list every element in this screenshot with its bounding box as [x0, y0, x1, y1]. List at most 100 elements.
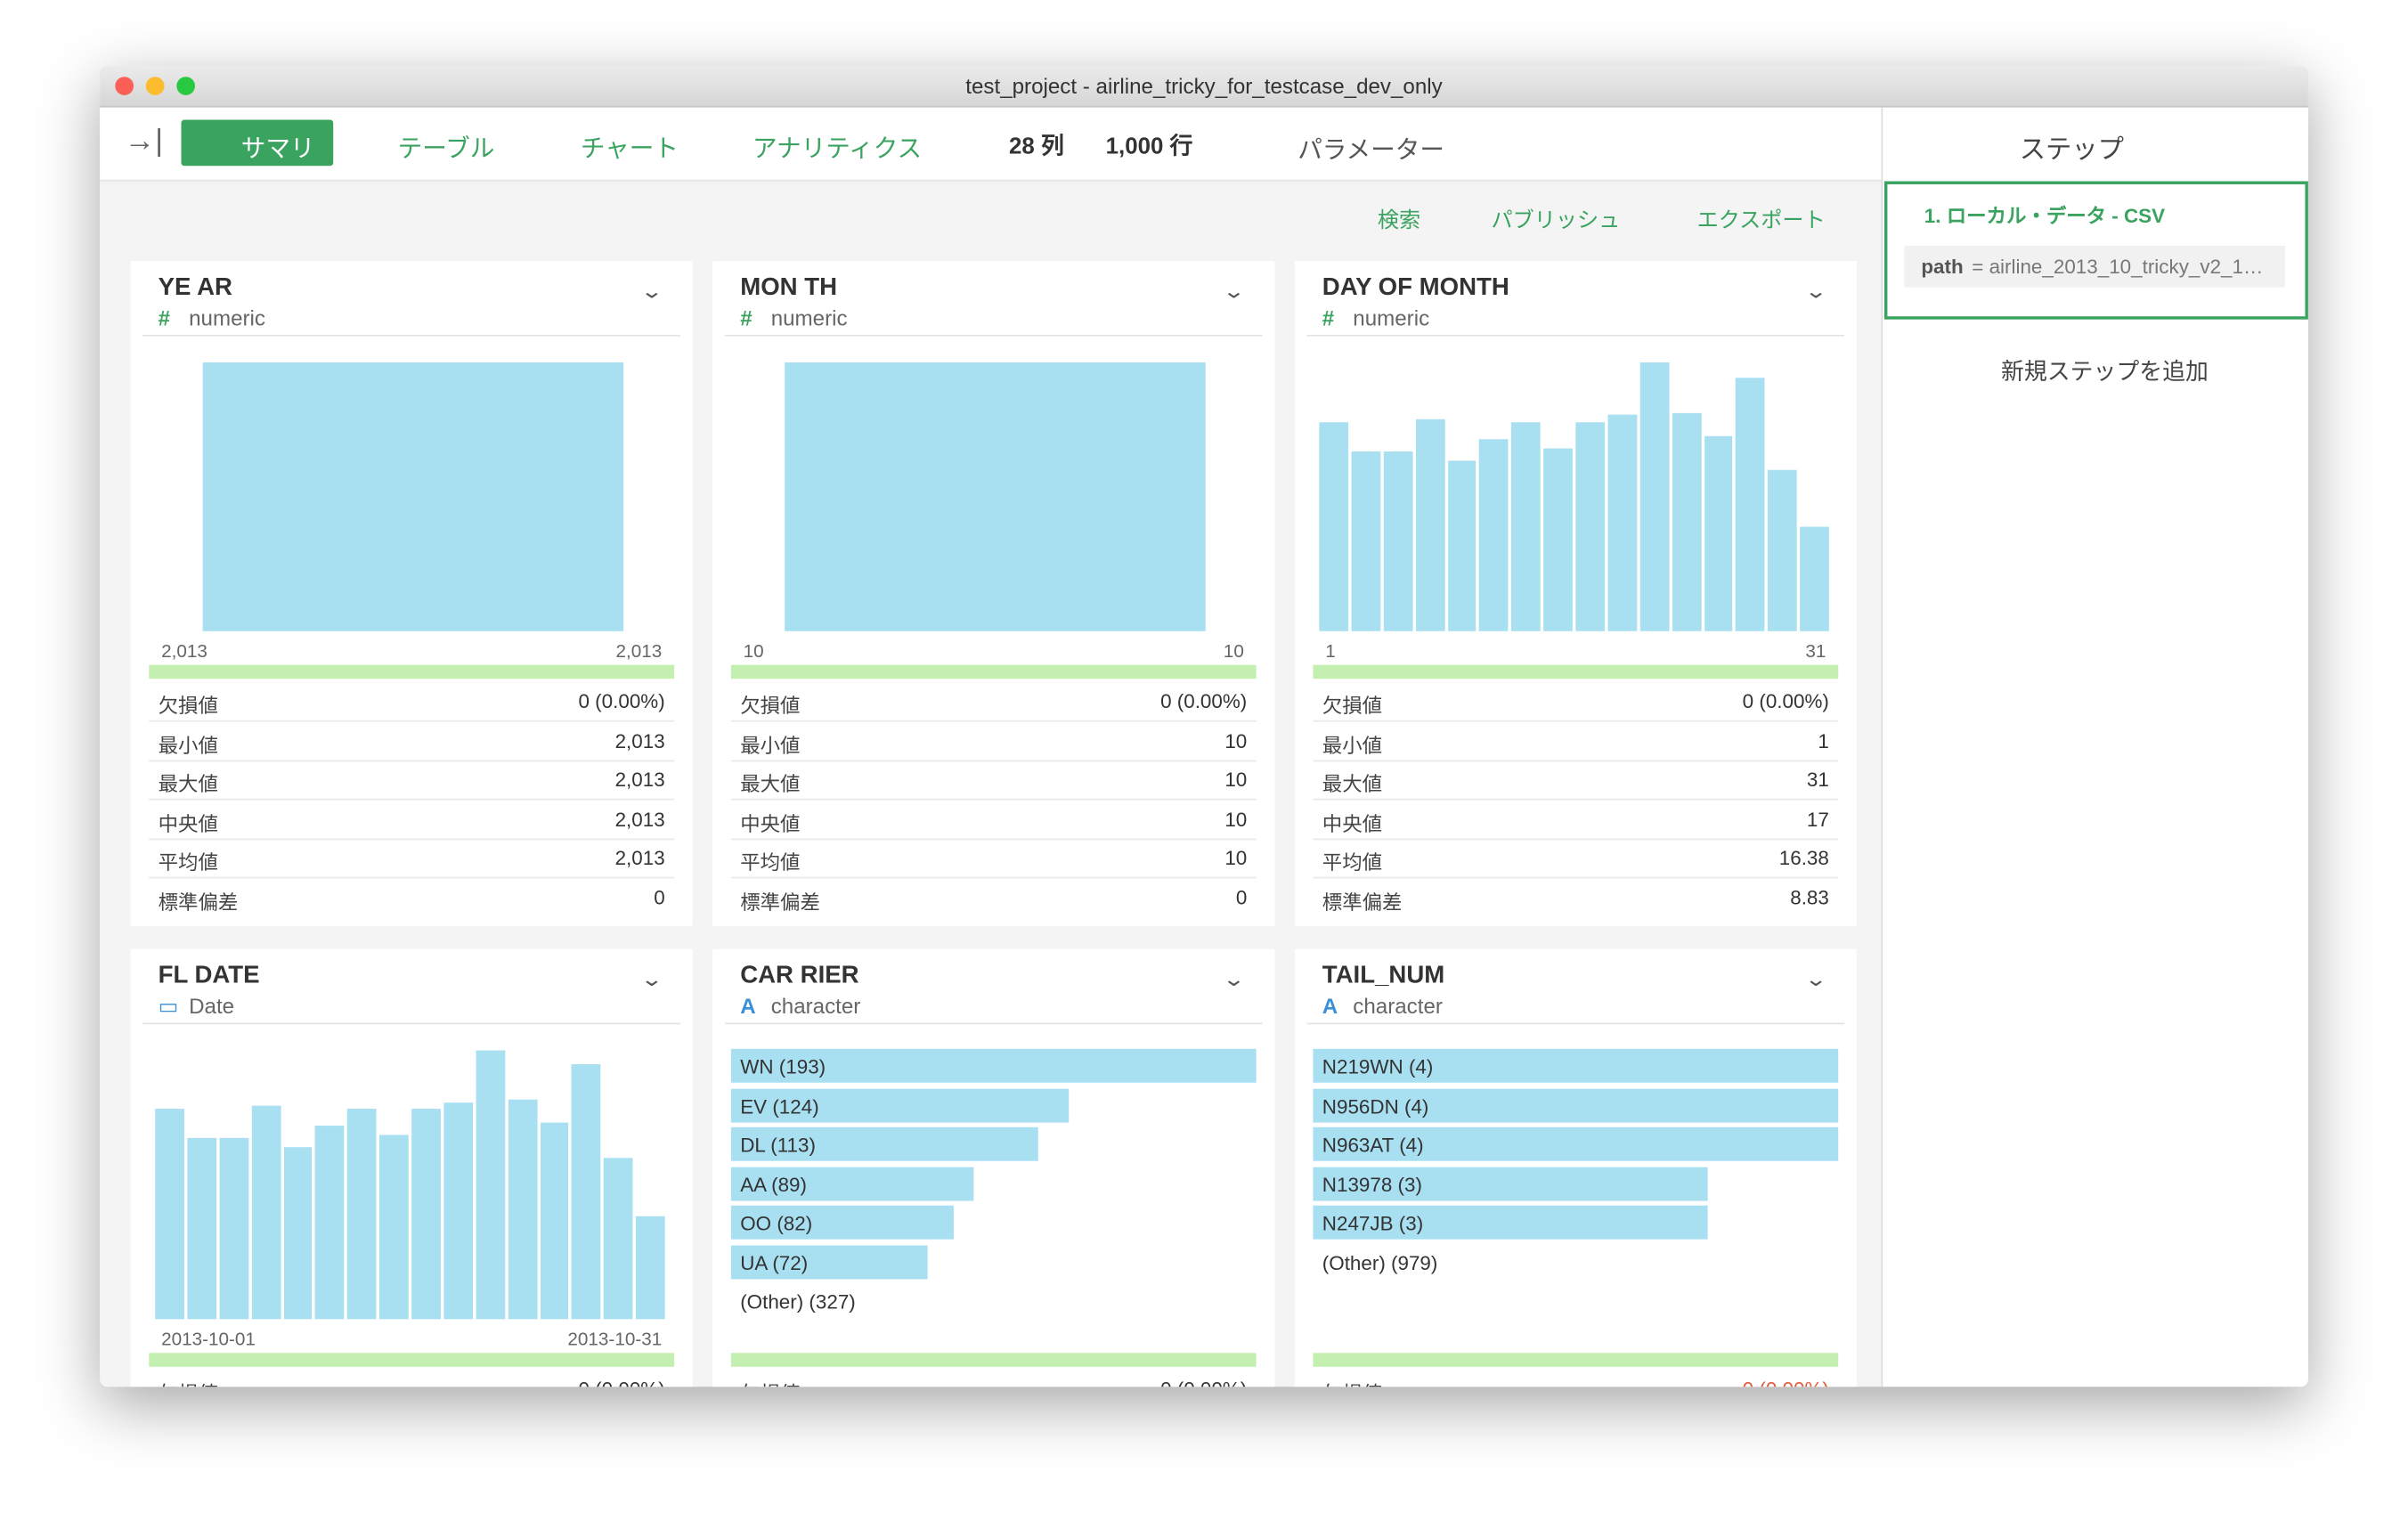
stat-value: 0 (0.00%) [1602, 1378, 1829, 1387]
stat-value: 16.38 [1778, 846, 1829, 870]
card-name: DAY OF MONTH [1322, 274, 1509, 302]
add-step[interactable]: 新規ステップを追加 [2001, 359, 2209, 386]
step-param [1904, 245, 2286, 288]
histogram-bar [202, 362, 624, 631]
top-value-label: DL (113) [740, 1133, 816, 1157]
histogram-bar [636, 1216, 665, 1320]
top-value-label: N219WN (4) [1322, 1054, 1434, 1078]
axis-min: 10 [743, 640, 764, 663]
histogram-bar [1447, 460, 1477, 631]
parameters[interactable]: パラメーター [1298, 138, 1444, 165]
top-value-bar [730, 1048, 1257, 1083]
dropdown[interactable]: ⌄ [639, 279, 664, 303]
top-value-bar [730, 1205, 955, 1240]
top-value-bar [730, 1087, 1069, 1122]
top-value-bar [730, 1127, 1039, 1161]
histogram-bar [1319, 422, 1348, 631]
histogram-bar [219, 1138, 248, 1320]
histogram-bar [1800, 526, 1829, 631]
minimize[interactable] [145, 77, 165, 95]
stat-label: 最大値 [1322, 772, 1383, 796]
histogram-bar [1479, 439, 1509, 631]
stat-label: 欠損値 [158, 694, 218, 718]
stat-divider [149, 876, 675, 879]
close[interactable] [115, 77, 134, 95]
stat-value: 2,013 [614, 728, 665, 752]
top-value-label: N956DN (4) [1322, 1094, 1429, 1118]
completeness-bar [730, 664, 1257, 679]
stat-label: 欠損値 [159, 1378, 218, 1387]
dropdown[interactable]: ⌄ [1222, 279, 1246, 303]
stat-label: 最小値 [1322, 733, 1383, 757]
stat-value: 17 [1806, 807, 1829, 831]
maximize[interactable] [176, 77, 196, 95]
step-name[interactable]: 1. ローカル・データ - CSV [1924, 204, 2166, 228]
axis-max: 2013-10-31 [567, 1328, 663, 1350]
axis-max: 2,013 [615, 640, 663, 663]
axis-max: 10 [1223, 640, 1244, 663]
action[interactable]: 検索 [1377, 207, 1421, 232]
histogram-bar [187, 1138, 216, 1320]
top-value-label: UA (72) [740, 1250, 809, 1274]
action[interactable]: パブリッシュ [1491, 207, 1621, 232]
step-value: = airline_2013_10_tricky_v2_1… [1972, 255, 2264, 279]
completeness-bar [1313, 664, 1839, 679]
histogram-bar [1768, 469, 1797, 631]
action[interactable]: エクスポート [1696, 207, 1826, 232]
histogram-bar [1383, 451, 1412, 631]
stat-label: 最大値 [740, 772, 801, 796]
histogram-bar [1543, 448, 1573, 631]
type-icon: # [740, 305, 752, 330]
separator [1306, 334, 1845, 337]
top-value-label: OO (82) [740, 1211, 813, 1235]
stat-divider [149, 798, 675, 801]
top-value-label: (Other) (979) [1322, 1250, 1438, 1274]
type-icon: # [1322, 305, 1335, 330]
tab-label[interactable]: サマリ [240, 136, 315, 163]
tab-label[interactable]: アナリティクス [752, 136, 923, 163]
histogram-bar [1415, 419, 1444, 631]
stat-divider [149, 720, 675, 722]
histogram-bar [1351, 451, 1380, 631]
stat-value: 2,013 [614, 807, 665, 831]
stat-value: 10 [1224, 728, 1248, 752]
axis-min: 2013-10-01 [161, 1328, 256, 1350]
window-title: test_project - airline_tricky_for_testca… [965, 73, 1443, 99]
tab-label[interactable]: チャート [580, 136, 679, 163]
dropdown[interactable]: ⌄ [1803, 967, 1828, 991]
stat-divider [730, 798, 1257, 801]
top-value-bar [1313, 1127, 1839, 1161]
type-icon: ▭ [158, 993, 179, 1019]
stat-value: 0 (0.00%) [578, 689, 665, 713]
steps-title: ステップ [2019, 134, 2124, 165]
histogram-bar [315, 1126, 345, 1320]
dropdown[interactable]: ⌄ [1222, 967, 1246, 991]
top-value-bar [1313, 1087, 1839, 1122]
tab-label[interactable]: テーブル [397, 136, 495, 163]
stat-divider [1313, 837, 1839, 840]
type-icon: A [1322, 993, 1338, 1019]
histogram-bar [411, 1109, 441, 1320]
titlebar: test_project - airline_tricky_for_testca… [100, 66, 2308, 108]
histogram-bar [1639, 362, 1669, 631]
separator [724, 334, 1263, 337]
dropdown[interactable]: ⌄ [1803, 279, 1828, 303]
stat-divider [1313, 876, 1839, 879]
stat-value: 0 [654, 885, 665, 909]
stat-label: 中央値 [1322, 811, 1383, 835]
stat-label: 欠損値 [1322, 1378, 1382, 1387]
icon-collapse[interactable]: →| [124, 124, 164, 159]
stat-label: 平均値 [1322, 850, 1383, 874]
stat-value: 0 (0.00%) [1160, 689, 1248, 713]
stat-value: 0 (0.00%) [1742, 689, 1829, 713]
card-name: FL DATE [158, 963, 260, 989]
type-name: numeric [1353, 305, 1430, 330]
stat-label: 平均値 [158, 850, 218, 874]
stat-value: 1 [1818, 728, 1829, 752]
tab-active[interactable] [181, 119, 334, 167]
dropdown[interactable]: ⌄ [639, 967, 664, 991]
stat-value: 2,013 [614, 768, 665, 792]
stat-value: 31 [1806, 768, 1829, 792]
stat-label: 欠損値 [740, 694, 801, 718]
